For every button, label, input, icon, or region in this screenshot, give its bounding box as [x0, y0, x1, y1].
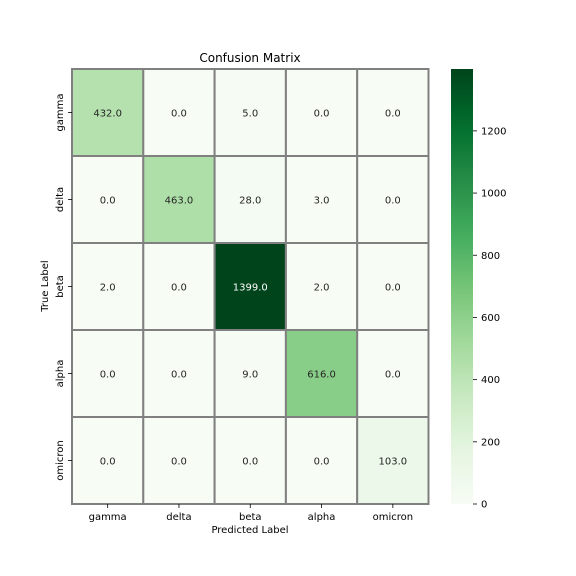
cell-value-label: 28.0 [239, 196, 261, 207]
heatmap-cell [284, 329, 359, 418]
heatmap-cell [213, 416, 287, 505]
cell-value-label: 0.0 [242, 457, 258, 468]
colorbar-tick-label: 400 [481, 375, 500, 386]
x-tick-label: gamma [89, 512, 127, 523]
cell-value-label: 616.0 [307, 370, 336, 381]
colorbar-tick-label: 1200 [481, 126, 506, 137]
y-tick-labels: gamma delta beta alpha omicron [55, 93, 72, 481]
cell-value-label: 463.0 [165, 196, 194, 207]
y-tick-label: alpha [55, 360, 66, 388]
cell-value-label: 0.0 [171, 457, 187, 468]
cell-value-label: 0.0 [100, 370, 116, 381]
heatmap-cell [284, 242, 359, 331]
cell-value-label: 2.0 [100, 283, 116, 294]
cell-value-label: 432.0 [93, 109, 122, 120]
colorbar-tick-label: 600 [481, 313, 500, 324]
cell-value-label: 0.0 [100, 196, 116, 207]
heatmap-cell [142, 416, 216, 505]
heatmap-cell [142, 68, 216, 157]
cell-value-label: 0.0 [171, 109, 187, 120]
colorbar: 0 200 400 600 800 1000 1200 [451, 69, 506, 511]
cell-value-label: 0.0 [385, 196, 401, 207]
cell-value-label: 0.0 [314, 109, 330, 120]
cell-value-label: 0.0 [385, 370, 401, 381]
cell-value-label: 0.0 [385, 109, 401, 120]
y-tick-label: gamma [55, 93, 66, 131]
cell-value-label: 5.0 [242, 109, 258, 120]
cell-value-label: 1399.0 [233, 283, 268, 294]
y-tick-label: beta [55, 275, 66, 298]
heatmap-cell [71, 416, 145, 505]
heatmap-cells: 432.0 0.0 5.0 0.0 0.0 0.0 463.0 28.0 3.0 0.0 2.0 0.… [71, 68, 430, 505]
cell-value-label: 3.0 [314, 196, 330, 207]
x-tick-labels: gamma delta beta alpha omicron [89, 504, 413, 523]
colorbar-gradient [451, 69, 473, 504]
cell-value-label: 9.0 [242, 370, 258, 381]
cell-value-label: 0.0 [100, 457, 116, 468]
colorbar-tick-label: 0 [481, 500, 487, 511]
cell-value-label: 2.0 [314, 283, 330, 294]
colorbar-tick-label: 800 [481, 251, 500, 262]
heatmap-cell [213, 329, 287, 418]
cell-value-label: 0.0 [171, 283, 187, 294]
cell-value-label: 103.0 [379, 457, 408, 468]
chart-title: Confusion Matrix [199, 51, 300, 65]
x-tick-label: beta [239, 512, 262, 523]
colorbar-tick-label: 200 [481, 437, 500, 448]
cell-value-label: 0.0 [385, 283, 401, 294]
y-tick-label: omicron [55, 440, 66, 480]
heatmap-cell [356, 155, 430, 244]
x-tick-label: omicron [373, 512, 413, 523]
heatmap-cell [356, 329, 430, 418]
colorbar-tick-label: 1000 [481, 189, 506, 200]
x-axis-label: Predicted Label [211, 525, 288, 536]
cell-value-label: 0.0 [314, 457, 330, 468]
x-tick-label: delta [166, 512, 191, 523]
heatmap-cell [142, 329, 216, 418]
x-tick-label: alpha [308, 512, 336, 523]
y-axis-label: True Label [40, 260, 51, 312]
cell-value-label: 0.0 [171, 370, 187, 381]
y-tick-label: delta [55, 187, 66, 212]
heatmap-cell [213, 155, 287, 244]
heatmap-cell [142, 242, 216, 331]
